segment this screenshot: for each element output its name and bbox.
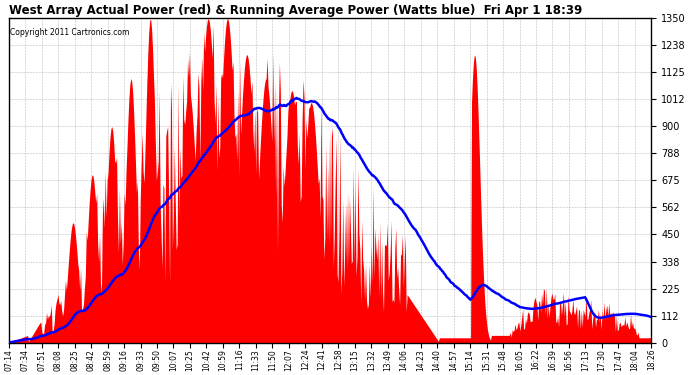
Text: West Array Actual Power (red) & Running Average Power (Watts blue)  Fri Apr 1 18: West Array Actual Power (red) & Running … — [9, 4, 582, 17]
Text: Copyright 2011 Cartronics.com: Copyright 2011 Cartronics.com — [10, 28, 129, 37]
